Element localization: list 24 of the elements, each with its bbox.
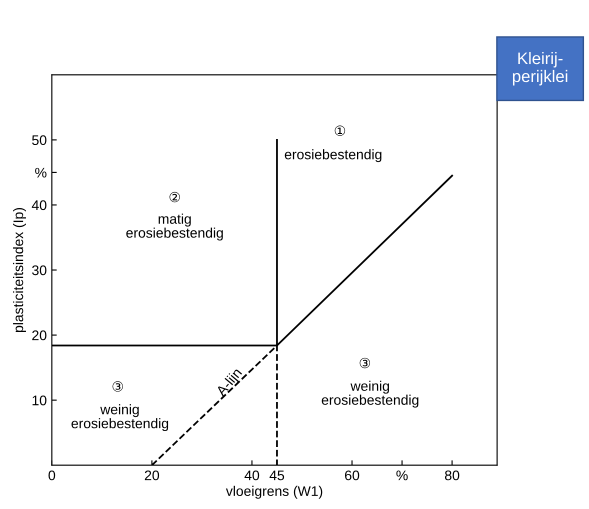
y-axis-title: plasticiteitsindex (Ip) <box>13 208 26 332</box>
y-tick-label: 20 <box>32 330 46 340</box>
x-tick-label: 0 <box>48 470 56 480</box>
x-tick-label: % <box>396 470 408 480</box>
y-tick-label: 40 <box>32 200 46 210</box>
annotation: ① <box>334 126 346 136</box>
annotation: erosiebestendig <box>284 149 382 162</box>
y-tick-label: 30 <box>32 265 46 276</box>
annotation: ③ <box>360 358 370 368</box>
annotation: ③ <box>112 381 123 392</box>
annotation: weinig erosiebestendig <box>72 404 168 432</box>
x-tick-label: 20 <box>144 470 160 480</box>
y-tick-label: 50 <box>32 135 46 146</box>
text: Kleirij- perijklei <box>512 52 568 86</box>
x-tick-label: 40 <box>244 470 260 480</box>
annotation: weinig erosiebestendig <box>322 380 418 408</box>
x-tick-label: 60 <box>345 470 360 480</box>
x-axis-title: vloeigrens (W1) <box>226 486 322 499</box>
annotation: matig erosiebestendig <box>126 214 223 241</box>
y-tick-label: 10 <box>32 395 46 406</box>
x-tick-label: 45 <box>270 470 284 480</box>
y-tick-label: % <box>35 168 46 178</box>
x-tick-label: 80 <box>444 470 460 480</box>
annotation: ② <box>170 192 180 202</box>
